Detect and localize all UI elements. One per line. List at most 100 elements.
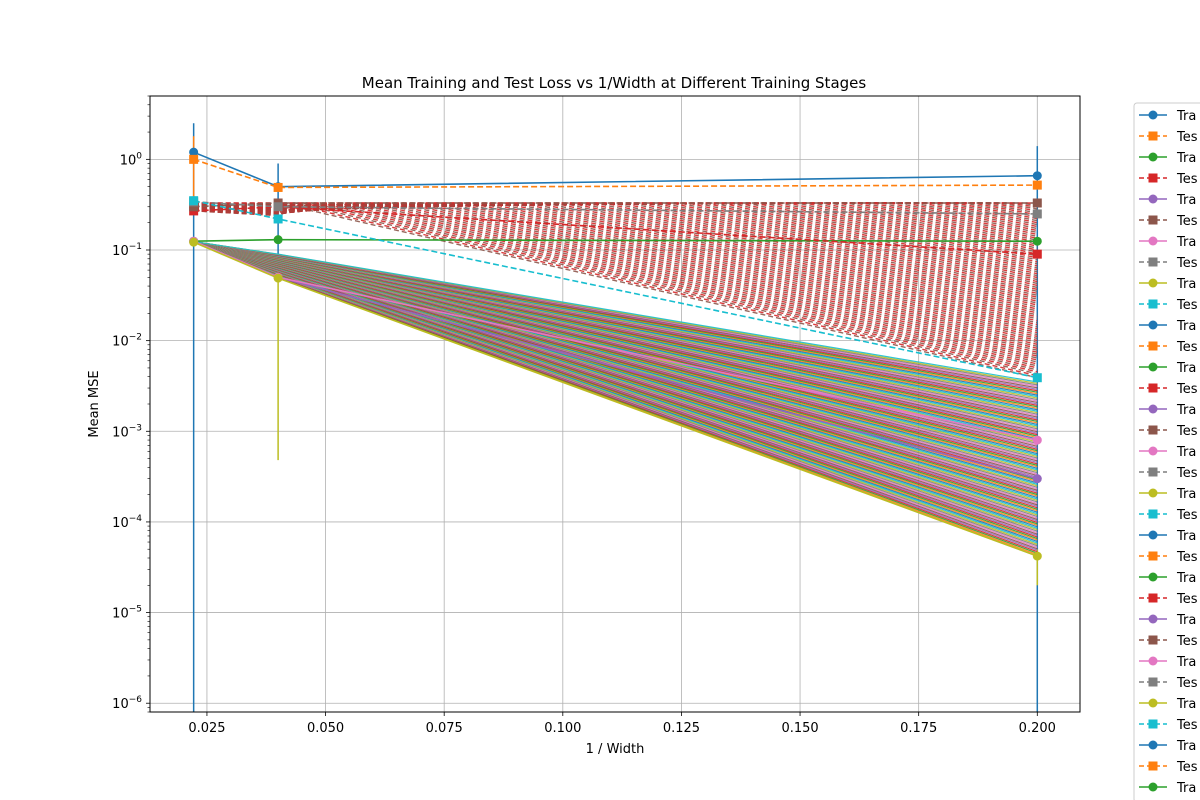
data-point [1032,435,1042,445]
series [189,147,1042,192]
data-point [1032,249,1042,259]
legend-label: Tra [1176,739,1196,754]
data-point [1148,152,1158,162]
legend-entry: Tra [1139,151,1196,166]
data-point [1148,446,1158,456]
series-line [193,202,1038,210]
data-point [1148,551,1158,561]
legend-entry: Tra [1139,781,1196,796]
legend-label: Tra [1176,445,1196,460]
series-line [193,240,1038,383]
data-point [1148,257,1158,267]
chart-title: Mean Training and Test Loss vs 1/Width a… [362,74,867,92]
data-point [1148,782,1158,792]
legend-entry: Tes [1139,214,1198,229]
legend-entry: Tes [1139,676,1198,691]
legend-label: Tes [1176,382,1198,397]
legend-entry: Tes [1139,718,1198,733]
legend-entry: Tra [1139,613,1196,628]
legend-entry: Tra [1139,655,1196,670]
y-tick-label: 10−4 [112,514,142,531]
data-point [189,237,199,247]
legend-label: Tra [1176,487,1196,502]
legend-label: Tes [1176,424,1198,439]
data-point [273,273,283,283]
data-point [1148,740,1158,750]
x-tick-label: 0.025 [188,721,225,736]
plot-series [189,123,1042,712]
legend-label: Tra [1176,235,1196,250]
legend-entry: Tes [1139,382,1198,397]
data-point [1032,209,1042,219]
x-tick-label: 0.050 [307,721,344,736]
legend-entry: Tra [1139,109,1196,124]
legend-entry: Tra [1139,739,1196,754]
legend-entry: Tes [1139,340,1198,355]
legend-entry: Tra [1139,571,1196,586]
series [189,237,1042,561]
legend-entry: Tra [1139,319,1196,334]
data-point [189,154,199,164]
legend-entry: Tra [1139,697,1196,712]
legend: Tra Tes Tra Tes Tra Tes Tra Tes Tra Tes Tra Tes Tra T… [1133,102,1200,800]
legend-entry: Tes [1139,634,1198,649]
legend-entry: Tes [1139,760,1198,775]
data-point [1032,551,1042,561]
data-point [1148,614,1158,624]
data-point [1148,593,1158,603]
data-point [1032,373,1042,383]
data-point [1148,761,1158,771]
legend-label: Tes [1176,634,1198,649]
series-line [193,158,1038,189]
legend-label: Tes [1176,508,1198,523]
series [189,196,1042,383]
legend-label: Tra [1176,151,1196,166]
x-tick-label: 0.200 [1019,721,1056,736]
data-point [1148,488,1158,498]
legend-label: Tra [1176,613,1196,628]
y-tick-label: 100 [120,151,143,168]
legend-entry: Tes [1139,298,1198,313]
axis-ticks: 0.025 0.050 0.075 0.100 0.125 0.150 0.175 0.200… [112,95,1056,736]
legend-entry: Tra [1139,403,1196,418]
data-point [1032,474,1042,484]
data-point [1148,110,1158,120]
legend-label: Tes [1176,214,1198,229]
x-tick-label: 0.125 [663,721,700,736]
data-point [1032,180,1042,190]
legend-box [1133,102,1200,800]
data-point [1148,362,1158,372]
data-point [1148,467,1158,477]
x-tick-label: 0.075 [426,721,463,736]
data-point [189,147,199,157]
y-tick-label: 10−3 [112,423,142,440]
legend-entry: Tra [1139,361,1196,376]
data-point [273,235,283,245]
legend-label: Tra [1176,781,1196,796]
legend-entry: Tra [1139,487,1196,502]
legend-label: Tra [1176,403,1196,418]
legend-label: Tra [1176,193,1196,208]
data-point [1148,215,1158,225]
data-point [1148,425,1158,435]
legend-label: Tra [1176,529,1196,544]
legend-label: Tra [1176,697,1196,712]
data-point [1148,698,1158,708]
legend-label: Tes [1176,256,1198,271]
legend-label: Tes [1176,172,1198,187]
legend-entry: Tes [1139,550,1198,565]
data-point [273,214,283,224]
legend-label: Tra [1176,571,1196,586]
data-point [273,182,283,192]
legend-label: Tes [1176,676,1198,691]
data-point [1148,131,1158,141]
data-point [1032,198,1042,208]
legend-entry: Tra [1139,445,1196,460]
legend-entry: Tra [1139,529,1196,544]
legend-label: Tra [1176,319,1196,334]
data-point [1148,278,1158,288]
legend-label: Tes [1176,718,1198,733]
data-point [1148,194,1158,204]
series [189,154,1042,192]
